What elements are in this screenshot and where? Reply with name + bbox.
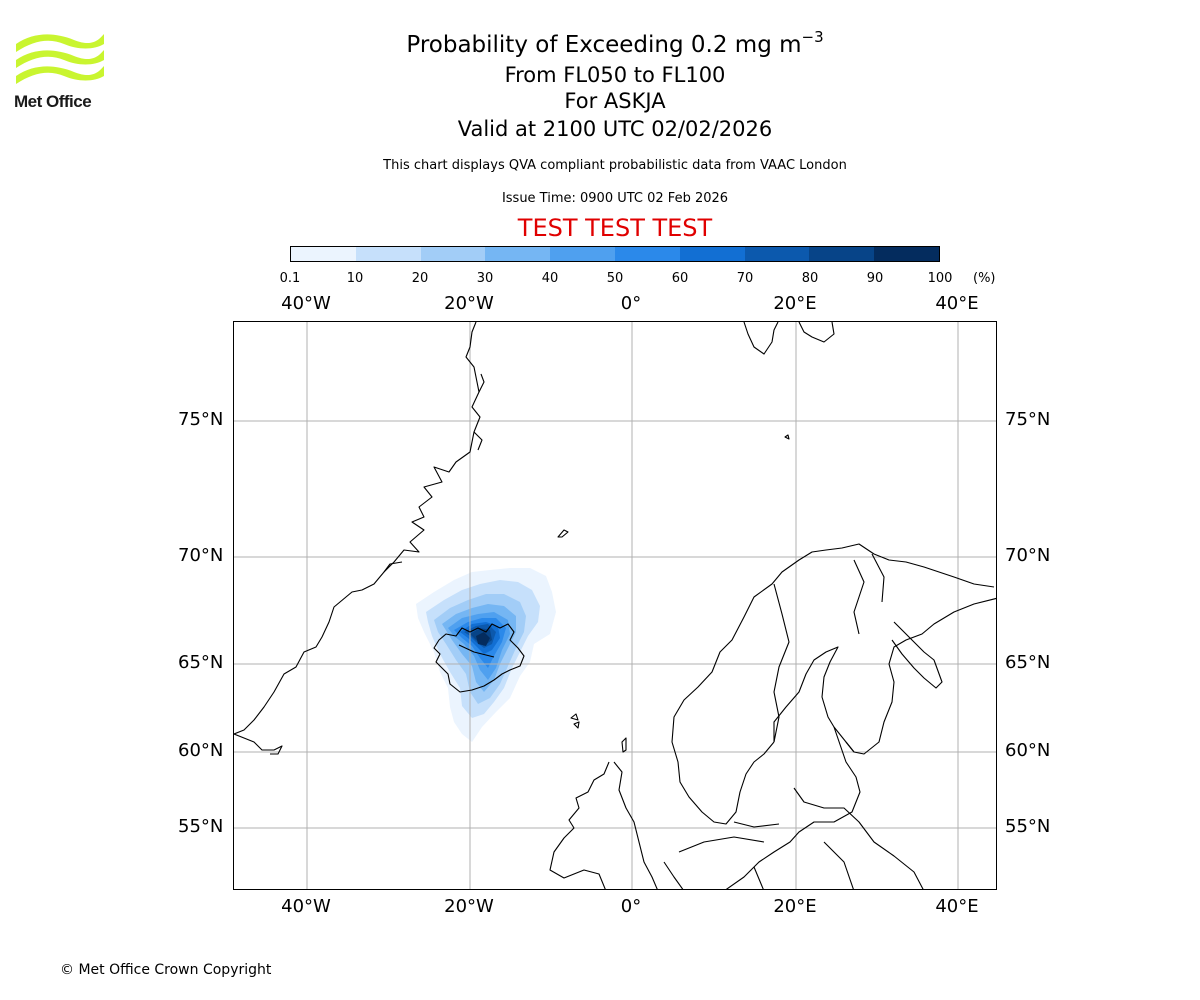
colorbar-segment [679, 247, 745, 261]
colorbar-tick-label: 90 [866, 271, 884, 286]
coastlines [234, 322, 996, 889]
colorbar-segment [485, 247, 551, 261]
national-borders [773, 583, 790, 743]
title-superscript: −3 [801, 28, 824, 46]
colorbar-tick-label: 10 [346, 271, 364, 286]
lon-label-bottom: 40°W [281, 896, 331, 917]
map-panel[interactable] [233, 321, 997, 890]
norway-coast [671, 543, 995, 825]
colorbar-tick-label: 70 [736, 271, 754, 286]
subtitle-valid-time: Valid at 2100 UTC 02/02/2026 [457, 117, 773, 141]
colorbar-unit: (%) [973, 271, 996, 286]
plume-probability-band [476, 632, 490, 646]
lon-label-bottom: 0° [620, 896, 642, 917]
colorbar-tick-label: 20 [411, 271, 429, 286]
colorbar-segment [744, 247, 810, 261]
colorbar-segment [550, 247, 615, 261]
met-office-logo-icon [16, 34, 104, 84]
lat-label-right: 65°N [1005, 652, 1051, 673]
colorbar-tick-label: 80 [801, 271, 819, 286]
colorbar [290, 246, 940, 262]
colorbar-segment [355, 247, 421, 261]
colorbar-segment [420, 247, 486, 261]
subtitle-flight-levels: From FL050 to FL100 [504, 63, 726, 87]
lon-label-top: 20°W [444, 293, 494, 314]
lat-label-right: 55°N [1005, 816, 1051, 837]
colorbar-tick-label: 0.1 [279, 271, 301, 286]
lon-label-bottom: 20°W [444, 896, 494, 917]
subtitle-volcano: For ASKJA [564, 89, 666, 113]
map-canvas [234, 322, 996, 889]
lon-label-top: 0° [620, 293, 642, 314]
iceland-coast [433, 623, 525, 693]
issue-time: Issue Time: 0900 UTC 02 Feb 2026 [501, 191, 729, 206]
colorbar-segment [874, 247, 939, 261]
copyright-footer: © Met Office Crown Copyright [60, 962, 272, 978]
colorbar-segment [291, 247, 356, 261]
lat-label-left: 55°N [178, 816, 224, 837]
lon-label-top: 40°W [281, 293, 331, 314]
lat-label-left: 65°N [178, 652, 224, 673]
logo-text: Met Office [14, 92, 92, 111]
colorbar-segment [809, 247, 875, 261]
colorbar-tick-label: 40 [541, 271, 559, 286]
chart-title: Probability of Exceeding 0.2 mg m−3 [406, 28, 824, 58]
colorbar-tick-label: 60 [671, 271, 689, 286]
svalbard-coast [743, 322, 779, 355]
map-gridlines [234, 322, 996, 889]
colorbar-segment [614, 247, 680, 261]
lat-label-left: 60°N [178, 740, 224, 761]
test-banner: TEST TEST TEST [517, 214, 713, 242]
sweden-finland-coast [773, 597, 996, 755]
lat-label-right: 60°N [1005, 740, 1051, 761]
lon-label-top: 40°E [935, 293, 979, 314]
colorbar-tick-label: 30 [476, 271, 494, 286]
colorbar-tick-label: 50 [606, 271, 624, 286]
chart-note: This chart displays QVA compliant probab… [383, 158, 847, 173]
lon-label-bottom: 20°E [773, 896, 817, 917]
lon-label-bottom: 40°E [935, 896, 979, 917]
colorbar-tick-label: 100 [927, 271, 953, 286]
lat-label-right: 70°N [1005, 545, 1051, 566]
lat-label-right: 75°N [1005, 409, 1051, 430]
lon-label-top: 20°E [773, 293, 817, 314]
lat-label-left: 75°N [178, 409, 224, 430]
uk-coast [549, 761, 610, 889]
jan-mayen-coast [557, 529, 569, 538]
lat-label-left: 70°N [178, 545, 224, 566]
greenland-coast [234, 322, 481, 735]
